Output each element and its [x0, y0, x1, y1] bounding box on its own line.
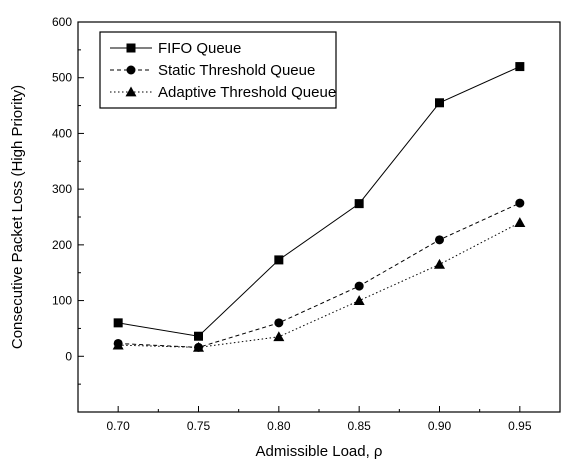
- data-point: [354, 281, 364, 291]
- legend-label: FIFO Queue: [158, 40, 241, 57]
- legend-marker: [126, 65, 136, 75]
- data-point: [515, 198, 525, 208]
- series-2: [112, 217, 526, 352]
- y-axis-title: Consecutive Packet Loss (High Priority): [9, 85, 26, 349]
- y-tick-label: 600: [52, 15, 72, 29]
- y-tick-label: 100: [52, 294, 72, 308]
- data-point: [193, 341, 204, 352]
- x-axis: 0.70 0.75 0.80 0.85 0.90 0.95: [77, 406, 561, 433]
- x-tick-label: 0.75: [187, 419, 211, 433]
- series-layer: [112, 62, 526, 352]
- legend: FIFO Queue Static Threshold Queue Adaptive…: [99, 31, 337, 109]
- data-point: [435, 235, 444, 245]
- y-tick-label: 500: [52, 71, 72, 85]
- legend-item: Static Threshold Queue: [110, 62, 315, 79]
- y-tick-label: 0: [65, 349, 72, 363]
- data-point: [353, 295, 365, 305]
- x-axis-title: Admissible Load, ρ: [256, 443, 383, 460]
- data-point: [514, 217, 526, 227]
- legend-marker: [125, 86, 137, 97]
- x-tick-label: 0.95: [508, 419, 532, 433]
- legend-label: Adaptive Threshold Queue: [158, 84, 336, 101]
- y-tick-label: 300: [52, 182, 72, 196]
- data-point: [112, 339, 124, 350]
- x-tick-label: 0.85: [347, 419, 371, 433]
- x-tick-label: 0.70: [106, 419, 130, 433]
- data-point: [113, 318, 123, 328]
- x-tick-label: 0.90: [428, 419, 452, 433]
- data-point: [274, 318, 284, 328]
- data-point: [273, 331, 285, 342]
- series-line: [118, 202, 521, 348]
- legend-item: FIFO Queue: [110, 40, 241, 57]
- series-0: [113, 62, 525, 341]
- y-tick-label: 400: [52, 126, 72, 140]
- legend-marker: [126, 43, 136, 53]
- data-point: [354, 199, 364, 209]
- data-point: [194, 331, 203, 341]
- legend-label: Static Threshold Queue: [158, 62, 315, 79]
- series-1: [113, 198, 525, 352]
- data-point: [434, 258, 445, 269]
- series-line: [118, 66, 521, 337]
- y-tick-label: 200: [52, 238, 72, 252]
- y-axis: 0 100 200 300 400 500 600: [52, 15, 84, 385]
- legend-item: Adaptive Threshold Queue: [110, 84, 336, 101]
- x-tick-label: 0.80: [267, 419, 291, 433]
- series-line: [118, 222, 521, 348]
- data-point: [435, 98, 444, 108]
- data-point: [515, 62, 525, 72]
- data-point: [274, 255, 284, 265]
